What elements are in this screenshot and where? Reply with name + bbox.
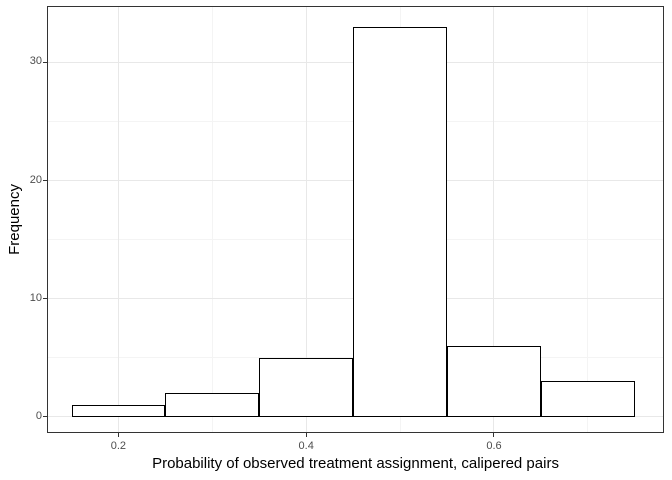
histogram-bar	[353, 27, 448, 417]
gridline-x-minor	[587, 7, 589, 432]
x-tick-label: 0.4	[298, 440, 314, 452]
histogram-bar	[71, 404, 166, 417]
x-axis-tick-mark	[305, 433, 307, 437]
gridline-x-major	[117, 7, 119, 432]
y-tick-label: 10	[29, 291, 42, 304]
y-tick-label: 30	[29, 55, 42, 68]
x-axis-tick-mark	[117, 433, 119, 437]
gridline-x-minor	[211, 7, 213, 432]
plot-panel: 0.2 0.4 0.6 0 10 20 30	[30, 6, 664, 452]
histogram-bar	[259, 357, 354, 417]
y-axis-tick-mark	[43, 180, 47, 182]
y-tick-label: 0	[35, 409, 42, 422]
histogram-bar	[165, 393, 260, 417]
x-tick-label: 0.6	[486, 440, 502, 452]
y-axis-tick-mark	[43, 298, 47, 300]
y-axis-title-container: Frequency	[4, 6, 24, 433]
y-axis-tick-mark	[43, 416, 47, 418]
histogram-bar	[447, 345, 541, 417]
x-axis-title: Probability of observed treatment assign…	[152, 455, 559, 472]
y-tick-label: 20	[29, 173, 42, 186]
x-axis-tick-mark	[493, 433, 495, 437]
histogram-bar	[540, 381, 635, 417]
x-tick-label: 0.2	[110, 440, 127, 452]
y-axis-tick-mark	[43, 61, 47, 63]
y-axis-title: Frequency	[5, 184, 23, 255]
